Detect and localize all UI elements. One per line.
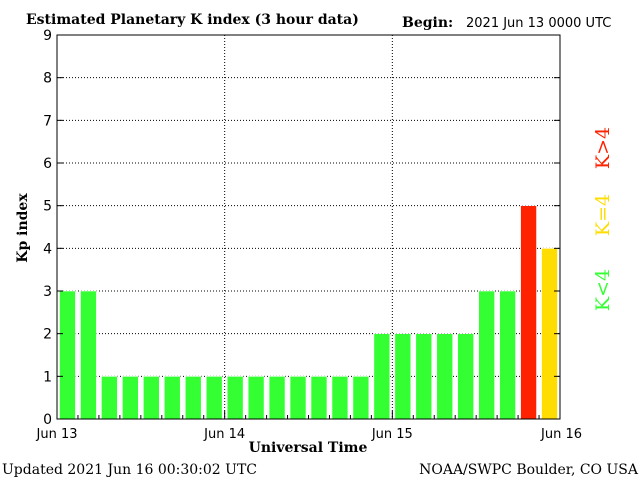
kp-bar xyxy=(101,376,118,420)
kp-bar xyxy=(352,376,370,420)
legend-below-4: K<4 xyxy=(592,269,614,311)
x-tick-label: Jun 13 xyxy=(36,427,78,442)
kp-bar xyxy=(59,290,76,420)
kp-bar xyxy=(436,333,454,420)
y-tick-label: 7 xyxy=(43,113,52,129)
x-tick-label: Jun 15 xyxy=(371,427,413,442)
x-tick-label: Jun 14 xyxy=(203,427,245,442)
kp-bar xyxy=(478,290,495,420)
kp-bar xyxy=(163,376,181,420)
y-tick-label: 9 xyxy=(43,28,52,44)
chart-title: Estimated Planetary K index (3 hour data… xyxy=(26,12,359,28)
grid xyxy=(57,35,560,419)
x-tick-label: Jun 16 xyxy=(540,427,582,442)
begin-label: Begin: xyxy=(402,15,453,31)
source-footer: NOAA/SWPC Boulder, CO USA xyxy=(419,462,639,478)
legend-equal-4: K=4 xyxy=(592,194,614,236)
y-tick-label: 6 xyxy=(43,156,52,172)
kp-bar xyxy=(520,205,537,420)
kp-bar xyxy=(247,376,265,420)
y-tick-label: 4 xyxy=(43,241,52,257)
y-tick-label: 5 xyxy=(43,199,52,215)
kp-bar xyxy=(289,376,307,420)
y-tick-label: 3 xyxy=(43,284,52,300)
kp-bar xyxy=(310,376,328,420)
kp-bar xyxy=(122,376,139,420)
kp-bar xyxy=(80,290,97,420)
kp-bar xyxy=(457,333,474,420)
kp-bar xyxy=(499,290,516,420)
begin-value: 2021 Jun 13 0000 UTC xyxy=(466,16,611,31)
kp-bar xyxy=(143,376,160,420)
x-axis-ticks: Jun 13 Jun 14 Jun 15 Jun 16 xyxy=(36,411,582,442)
y-axis-ticks: 0 1 2 3 4 5 6 7 8 9 xyxy=(43,28,560,428)
kp-bar xyxy=(184,376,202,420)
kp-bar xyxy=(226,376,244,420)
kp-bar xyxy=(373,333,391,420)
y-tick-label: 8 xyxy=(43,71,52,87)
y-tick-label: 1 xyxy=(43,369,52,385)
updated-footer: Updated 2021 Jun 16 00:30:02 UTC xyxy=(2,462,257,478)
y-axis-label: Kp index xyxy=(15,193,31,263)
kp-bar xyxy=(205,376,223,420)
kp-bar xyxy=(394,333,412,420)
y-tick-label: 2 xyxy=(43,327,52,343)
y-tick-label: 0 xyxy=(43,412,52,428)
kp-bar xyxy=(415,333,433,420)
x-axis-label: Universal Time xyxy=(249,440,368,456)
kp-bar xyxy=(268,376,286,420)
bars xyxy=(59,205,558,420)
legend-above-4: K>4 xyxy=(592,127,614,169)
kp-bar xyxy=(331,376,349,420)
